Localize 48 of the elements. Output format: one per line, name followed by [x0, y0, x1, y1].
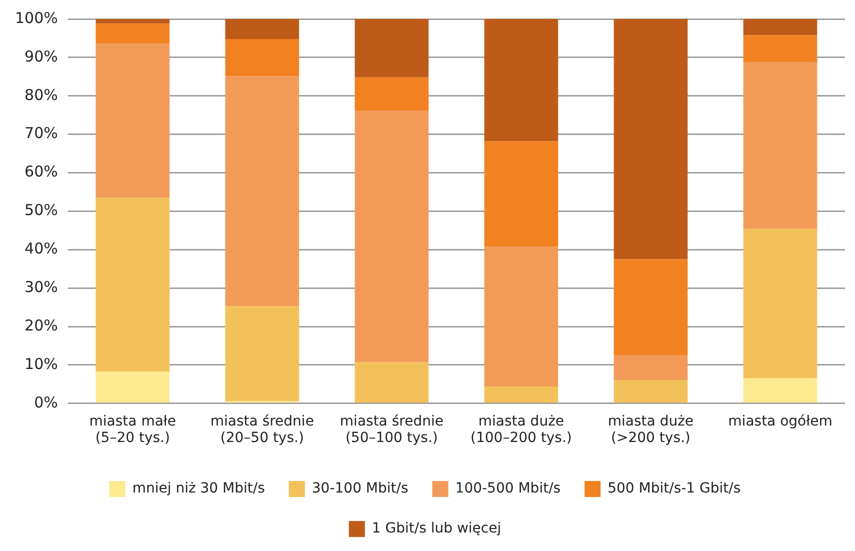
- bar: [743, 35, 818, 62]
- legend-label: 100-500 Mbit/s: [455, 480, 561, 497]
- bar: [614, 259, 688, 356]
- bar: [743, 19, 818, 36]
- bar: [225, 76, 300, 306]
- y-tick-label: 10%: [24, 354, 58, 373]
- x-tick-label: miasta duże (>200 tys.): [608, 413, 694, 446]
- y-tick-label: 80%: [24, 86, 58, 104]
- y-tick-label: 50%: [24, 201, 58, 220]
- x-tick-label: miasta małe (5–20 tys.): [89, 413, 176, 446]
- bar: [354, 19, 429, 78]
- bar: [96, 19, 170, 24]
- bar: [96, 371, 170, 403]
- y-tick-label: 100%: [14, 8, 58, 27]
- legend-label: 500 Mbit/s-1 Gbit/s: [608, 480, 741, 497]
- bar: [96, 44, 170, 198]
- legend-label: 1 Gbit/s lub więcej: [372, 520, 502, 537]
- bar: [225, 38, 300, 76]
- y-tick-label: 20%: [24, 316, 58, 334]
- legend-label: 30-100 Mbit/s: [312, 480, 408, 497]
- bar: [743, 228, 818, 378]
- x-tick-label: miasta duże (100–200 tys.): [470, 413, 572, 446]
- y-tick-label: 30%: [24, 278, 58, 296]
- x-tick-label: miasta średnie (50–100 tys.): [340, 413, 444, 446]
- y-tick-label: 60%: [24, 162, 58, 181]
- legend-label: mniej niż 30 Mbit/s: [132, 480, 265, 497]
- bar: [96, 24, 170, 44]
- bar: [484, 19, 558, 142]
- x-tick-label: miasta średnie (20–50 tys.): [210, 413, 314, 446]
- bar: [484, 141, 558, 247]
- bar: [614, 19, 688, 260]
- bar: [743, 62, 818, 229]
- bar: [743, 378, 818, 403]
- bar: [225, 306, 300, 402]
- bar: [614, 380, 688, 403]
- bar: [354, 362, 429, 403]
- bar: [354, 110, 429, 362]
- bar: [225, 19, 300, 39]
- y-tick-label: 70%: [24, 124, 58, 142]
- bar: [484, 246, 558, 386]
- bar: [354, 77, 429, 110]
- bar: [96, 198, 170, 372]
- bar: [614, 355, 688, 380]
- x-tick-label: miasta ogółem: [728, 413, 832, 430]
- y-tick-label: 90%: [24, 47, 58, 66]
- y-tick-label: 40%: [24, 240, 58, 258]
- y-tick-label: 0%: [34, 393, 58, 412]
- bar: [484, 386, 558, 403]
